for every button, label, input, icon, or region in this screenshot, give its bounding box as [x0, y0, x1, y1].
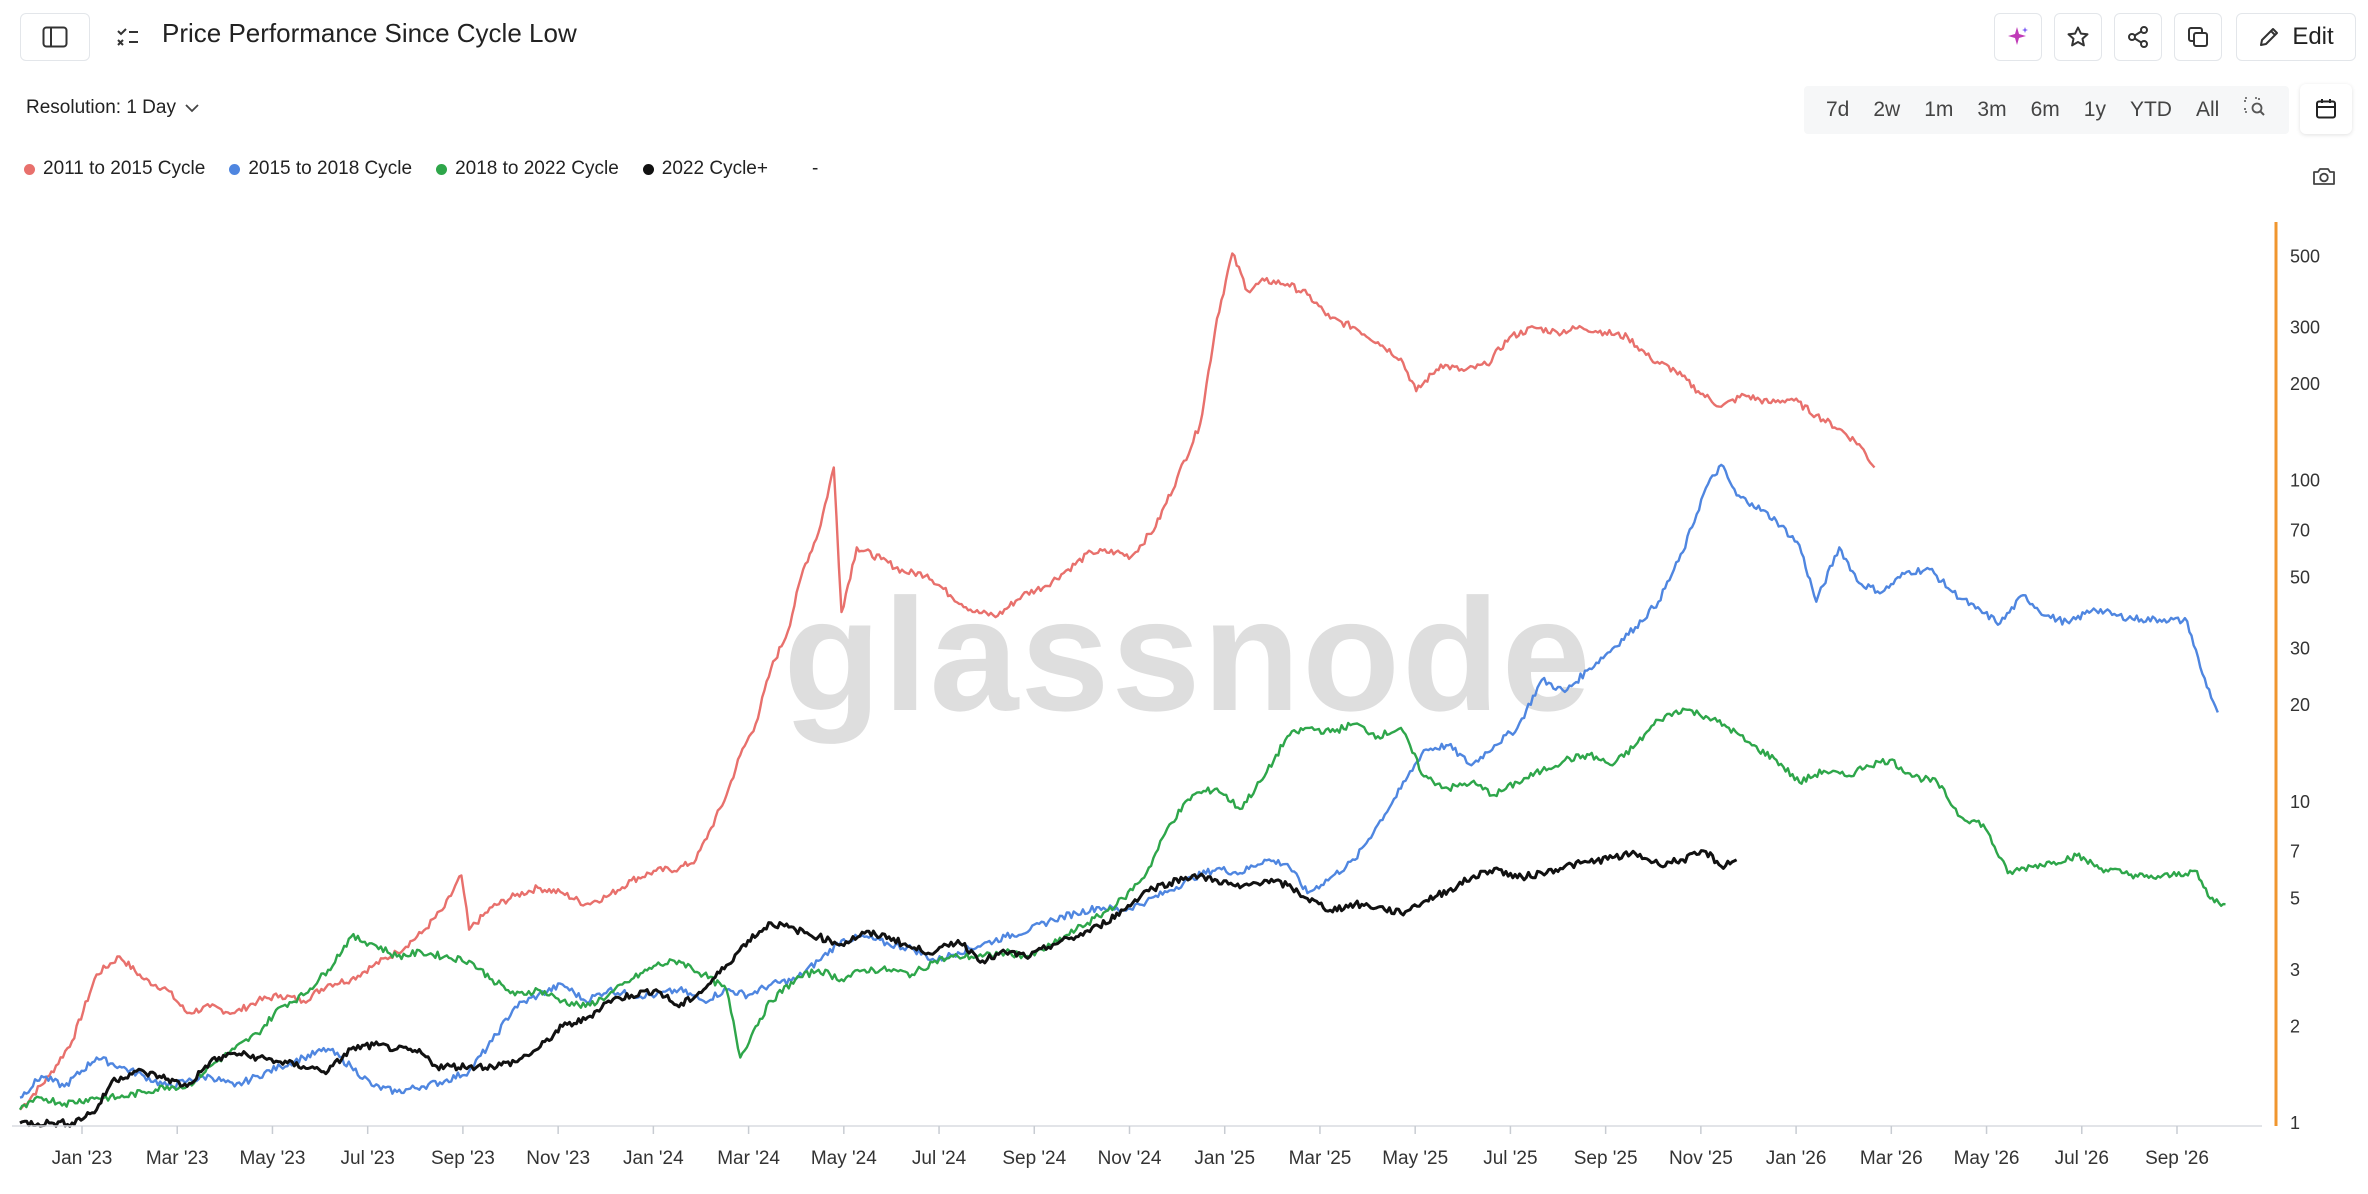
x-tick-label: Jul '26 — [2055, 1148, 2109, 1169]
chevron-down-icon — [185, 104, 199, 113]
y-tick-label: 300 — [2290, 318, 2320, 338]
camera-icon — [2313, 168, 2335, 185]
copy-button[interactable] — [2174, 13, 2222, 61]
checklist-icon — [117, 28, 138, 46]
ai-assistant-button[interactable] — [1994, 13, 2042, 61]
star-icon — [2067, 26, 2089, 47]
x-tick-label: May '26 — [1954, 1148, 2020, 1169]
x-tick-label: Jul '25 — [1483, 1148, 1537, 1169]
y-tick-label: 500 — [2290, 246, 2320, 266]
y-tick-label: 3 — [2290, 960, 2300, 980]
x-tick-label: Nov '23 — [526, 1148, 590, 1169]
page-title: Price Performance Since Cycle Low — [162, 18, 577, 48]
legend-label: 2015 to 2018 Cycle — [248, 158, 413, 179]
favorite-button[interactable] — [2054, 13, 2102, 61]
x-tick-label: Sep '24 — [1002, 1148, 1066, 1169]
x-tick-label: Mar '26 — [1860, 1148, 1923, 1169]
range-ytd[interactable]: YTD — [2129, 98, 2172, 121]
series-line-2022-cycle- — [19, 849, 1738, 1128]
watermark: glassnode — [783, 565, 1592, 744]
y-tick-label: 7 — [2290, 842, 2300, 862]
range-3m[interactable]: 3m — [1977, 98, 2007, 121]
zoom-select-icon — [2244, 97, 2266, 116]
y-tick-label: 5 — [2290, 889, 2300, 909]
share-icon — [2128, 26, 2148, 48]
x-tick-label: Sep '23 — [431, 1148, 495, 1169]
legend-dot — [24, 163, 35, 175]
legend-dot — [229, 163, 241, 175]
legend-item-2015-2018[interactable]: 2015 to 2018 Cycle — [229, 158, 412, 180]
y-tick-label: 30 — [2290, 639, 2310, 659]
legend-dot — [436, 163, 448, 175]
x-tick-label: Jul '24 — [912, 1148, 967, 1169]
legend-extra: - — [812, 158, 818, 180]
series-line-2018-to-2022-cycle — [18, 707, 2226, 1111]
x-tick-label: Mar '25 — [1289, 1148, 1352, 1169]
range-all[interactable]: All — [2195, 98, 2220, 121]
legend-extra-text: - — [811, 158, 819, 179]
legend-label: 2022 Cycle+ — [661, 158, 768, 179]
x-axis: Jan '23 Mar '23 May '23 Jul '23 Sep '23 Nov '… — [12, 1125, 2262, 1169]
y-axis: 1 2 3 5 7 10 20 30 50 70 100 200 300 500 — [2274, 222, 2320, 1133]
x-tick-label: Jan '25 — [1194, 1148, 1255, 1169]
sidebar-toggle-icon — [42, 26, 68, 48]
x-tick-label: May '25 — [1382, 1148, 1448, 1169]
legend-dot — [642, 163, 654, 175]
x-tick-label: Jan '24 — [623, 1148, 684, 1169]
calendar-icon — [2316, 99, 2336, 119]
y-tick-label: 50 — [2290, 567, 2310, 587]
series-line-2011-to-2015-cycle — [19, 252, 1876, 1111]
y-tick-label: 20 — [2290, 695, 2310, 715]
x-tick-label: May '23 — [239, 1148, 305, 1169]
legend-label: 2011 to 2015 Cycle — [43, 158, 206, 179]
screenshot-button[interactable] — [2312, 166, 2336, 191]
sparkle-icon — [2008, 27, 2028, 45]
range-2w[interactable]: 2w — [1873, 98, 1901, 121]
x-tick-label: Mar '23 — [146, 1148, 209, 1169]
calendar-button[interactable] — [2300, 84, 2352, 134]
legend-item-2022-plus[interactable]: 2022 Cycle+ — [642, 158, 768, 180]
x-tick-label: Nov '24 — [1098, 1148, 1162, 1169]
y-tick-label: 200 — [2290, 374, 2320, 394]
y-tick-label: 70 — [2290, 521, 2310, 541]
y-tick-label: 1 — [2290, 1113, 2300, 1133]
price-performance-chart: glassnode Jan '23 Mar '23 May '23 Jul '23 Se… — [12, 222, 2320, 1169]
pencil-icon — [2260, 28, 2279, 46]
time-range-selector: 7d 2w 1m 3m 6m 1y YTD All — [1804, 86, 2290, 134]
checklist-button[interactable] — [108, 14, 148, 60]
resolution-label: Resolution: 1 Day — [26, 97, 176, 118]
top-bar: Price Performance Since Cycle Low Edit — [0, 0, 2368, 74]
x-tick-label: Mar '24 — [717, 1148, 780, 1169]
range-1y[interactable]: 1y — [2083, 98, 2106, 121]
y-tick-label: 2 — [2290, 1016, 2300, 1036]
x-tick-label: May '24 — [811, 1148, 877, 1169]
edit-label: Edit — [2292, 23, 2334, 50]
resolution-select[interactable]: Resolution: 1 Day — [26, 97, 200, 119]
range-1m[interactable]: 1m — [1924, 98, 1954, 121]
x-tick-label: Jan '26 — [1766, 1148, 1827, 1169]
series-layer — [18, 252, 2226, 1128]
x-tick-label: Jan '23 — [52, 1148, 113, 1169]
range-7d[interactable]: 7d — [1826, 98, 1850, 121]
x-tick-label: Nov '25 — [1669, 1148, 1733, 1169]
x-tick-label: Sep '25 — [1574, 1148, 1638, 1169]
legend-item-2011-2015[interactable]: 2011 to 2015 Cycle — [24, 158, 205, 180]
zoom-select-button[interactable] — [2231, 96, 2279, 124]
copy-icon — [2188, 27, 2208, 47]
y-tick-label: 10 — [2290, 792, 2310, 812]
edit-button[interactable]: Edit — [2236, 13, 2356, 61]
legend-label: 2018 to 2022 Cycle — [455, 158, 619, 179]
share-button[interactable] — [2114, 13, 2162, 61]
range-6m[interactable]: 6m — [2030, 98, 2060, 121]
sidebar-toggle-button[interactable] — [20, 13, 90, 61]
y-tick-label: 100 — [2290, 471, 2320, 491]
legend-item-2018-2022[interactable]: 2018 to 2022 Cycle — [436, 158, 619, 180]
series-line-2015-to-2018-cycle — [19, 463, 2219, 1099]
x-tick-label: Sep '26 — [2145, 1148, 2209, 1169]
x-tick-label: Jul '23 — [341, 1148, 395, 1169]
chart-legend: 2011 to 2015 Cycle 2015 to 2018 Cycle 20… — [24, 158, 842, 180]
